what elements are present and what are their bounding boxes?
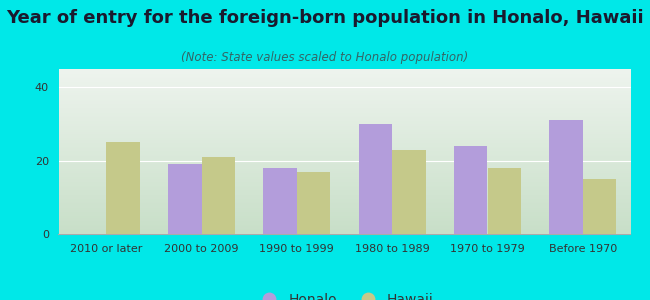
Bar bbox=[392, 150, 426, 234]
Bar bbox=[297, 172, 330, 234]
Bar bbox=[202, 157, 235, 234]
Bar bbox=[359, 124, 392, 234]
Bar bbox=[549, 120, 583, 234]
Bar bbox=[168, 164, 202, 234]
Legend: Honalo, Hawaii: Honalo, Hawaii bbox=[250, 288, 439, 300]
Bar bbox=[106, 142, 140, 234]
Text: Year of entry for the foreign-born population in Honalo, Hawaii: Year of entry for the foreign-born popul… bbox=[6, 9, 644, 27]
Text: (Note: State values scaled to Honalo population): (Note: State values scaled to Honalo pop… bbox=[181, 51, 469, 64]
Bar bbox=[583, 179, 616, 234]
Bar bbox=[488, 168, 521, 234]
Bar bbox=[454, 146, 488, 234]
Bar bbox=[263, 168, 297, 234]
